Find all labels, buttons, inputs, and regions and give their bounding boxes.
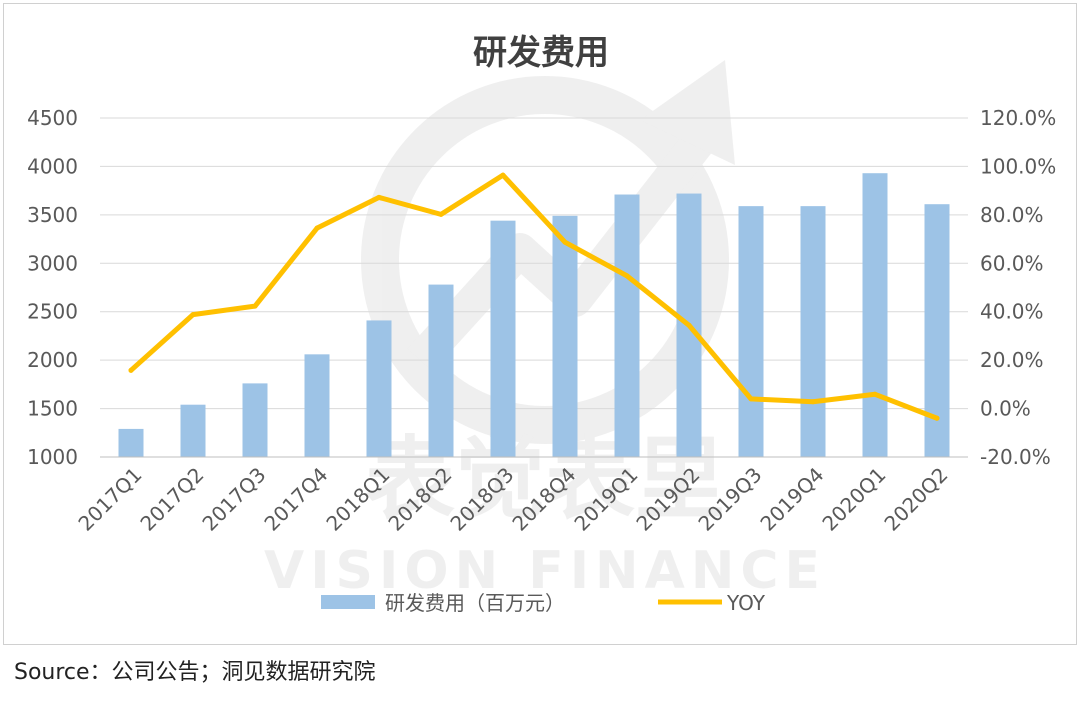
- source-note: Source：公司公告；洞见数据研究院: [14, 660, 376, 685]
- y-right-tick-label: 100.0%: [980, 154, 1056, 178]
- y-right-tick-label: 20.0%: [980, 348, 1044, 372]
- bar: [180, 404, 206, 457]
- y-axis-right: -20.0% 0.0% 20.0% 40.0% 60.0% 80.0% 100.0% 120.…: [980, 106, 1056, 469]
- yoy-point: [810, 399, 816, 405]
- chart-title: 研发费用: [473, 33, 609, 73]
- yoy-point: [376, 194, 382, 200]
- bar: [862, 173, 888, 458]
- yoy-point: [872, 391, 878, 397]
- chart: 表觉表里 VISION FINANCE 研发费用 1000 1500 2000 250…: [27, 33, 1056, 615]
- y-left-tick-label: 4000: [27, 154, 78, 178]
- bar: [242, 383, 268, 457]
- bar: [304, 354, 330, 457]
- bar: [428, 284, 454, 457]
- x-tick-label: 2020Q2: [879, 463, 952, 536]
- legend-label-bar: 研发费用（百万元）: [385, 591, 565, 615]
- x-tick-label: 2017Q4: [259, 463, 332, 536]
- y-left-tick-label: 3000: [27, 251, 78, 275]
- x-tick-label: 2020Q1: [817, 463, 890, 536]
- legend-label-line: YOY: [726, 591, 766, 615]
- y-left-tick-label: 1500: [27, 397, 78, 421]
- x-tick-label: 2017Q1: [73, 463, 146, 536]
- bar: [738, 206, 764, 457]
- y-right-tick-label: -20.0%: [980, 445, 1051, 469]
- x-tick-label: 2017Q3: [197, 463, 270, 536]
- legend-swatch-bar: [321, 595, 375, 609]
- yoy-point: [748, 396, 754, 402]
- yoy-point: [934, 415, 940, 421]
- yoy-series: [128, 172, 940, 421]
- y-right-tick-label: 0.0%: [980, 397, 1031, 421]
- yoy-point: [128, 367, 134, 373]
- yoy-point: [314, 225, 320, 231]
- x-tick-label: 2019Q4: [755, 463, 828, 536]
- watermark-en: VISION FINANCE: [264, 541, 826, 601]
- y-right-tick-label: 40.0%: [980, 300, 1044, 324]
- yoy-point: [562, 239, 568, 245]
- bar: [366, 320, 392, 457]
- y-left-tick-label: 2500: [27, 300, 78, 324]
- watermark: 表觉表里 VISION FINANCE: [264, 60, 826, 601]
- y-left-tick-label: 1000: [27, 445, 78, 469]
- bar: [552, 215, 578, 457]
- y-left-tick-label: 2000: [27, 348, 78, 372]
- y-right-tick-label: 80.0%: [980, 203, 1044, 227]
- y-left-tick-label: 3500: [27, 203, 78, 227]
- bar: [490, 220, 516, 457]
- yoy-point: [438, 211, 444, 217]
- bar: [118, 428, 144, 457]
- bar: [800, 206, 826, 457]
- watermark-cn: 表觉表里: [365, 427, 725, 532]
- yoy-point: [686, 322, 692, 328]
- legend: 研发费用（百万元） YOY: [321, 591, 766, 615]
- y-left-tick-label: 4500: [27, 106, 78, 130]
- yoy-point: [624, 273, 630, 279]
- x-tick-label: 2017Q2: [135, 463, 208, 536]
- yoy-line: [128, 172, 940, 421]
- y-right-tick-label: 60.0%: [980, 251, 1044, 275]
- yoy-point: [190, 312, 196, 318]
- y-axis-left: 1000 1500 2000 2500 3000 3500 4000 4500: [27, 106, 78, 469]
- yoy-point: [252, 303, 258, 309]
- yoy-point: [500, 172, 506, 178]
- bar: [614, 194, 640, 457]
- bar-series: [118, 173, 950, 458]
- y-right-tick-label: 120.0%: [980, 106, 1056, 130]
